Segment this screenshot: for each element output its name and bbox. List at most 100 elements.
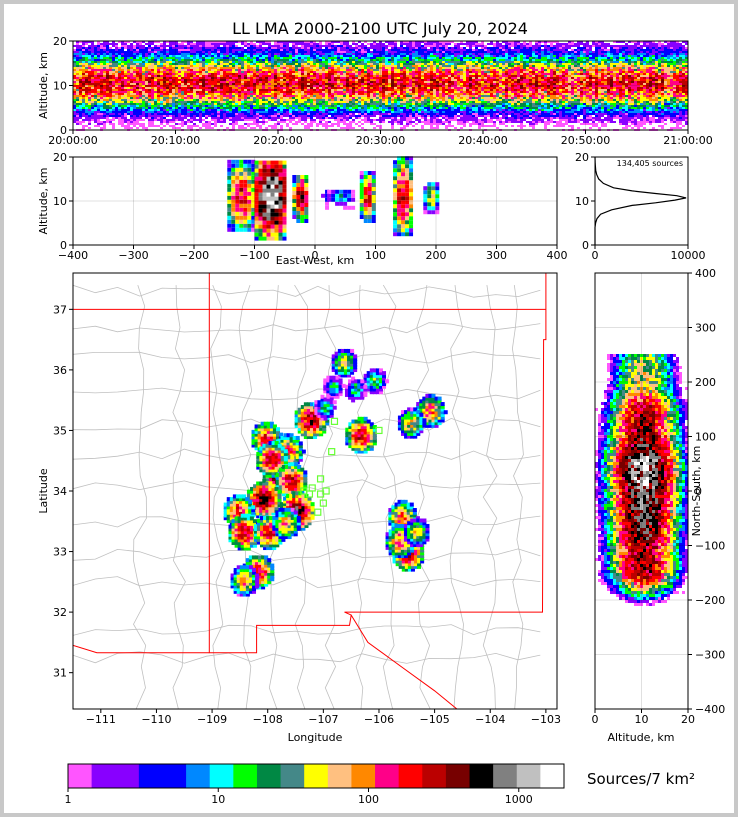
time-height-cell [76,53,79,55]
time-height-cell [376,45,379,47]
time-height-cell [292,59,295,61]
time-height-cell [121,107,124,109]
time-height-cell [235,79,238,81]
time-height-cell [151,65,154,67]
time-height-cell [397,65,400,67]
time-height-cell [145,51,148,53]
time-height-cell [268,59,271,61]
time-height-cell [370,79,373,81]
time-height-cell [169,83,172,85]
time-height-cell [91,61,94,63]
time-height-cell [145,75,148,77]
time-height-cell [265,83,268,85]
time-height-cell [214,93,217,95]
time-height-cell [223,43,226,45]
time-height-cell [100,69,103,71]
time-height-cell [187,119,190,121]
time-height-cell [232,109,235,111]
time-height-cell [166,103,169,105]
time-height-cell [160,69,163,71]
time-height-cell [367,89,370,91]
time-height-cell [85,89,88,91]
time-height-cell [148,51,151,53]
time-height-cell [325,89,328,91]
time-height-cell [235,49,238,51]
time-height-cell [364,63,367,65]
time-height-cell [73,111,76,113]
time-height-cell [238,67,241,69]
time-height-cell [172,113,175,115]
time-height-cell [316,123,319,125]
time-height-cell [316,89,319,91]
time-height-cell [175,47,178,49]
time-height-cell [154,73,157,75]
time-height-cell [298,111,301,113]
time-height-cell [115,103,118,105]
time-height-cell [223,97,226,99]
time-height-cell [409,109,412,111]
time-height-cell [223,53,226,55]
time-height-cell [181,99,184,101]
time-height-cell [295,95,298,97]
time-height-cell [385,99,388,101]
time-height-cell [106,47,109,49]
time-height-cell [247,43,250,45]
time-height-cell [76,41,79,43]
time-height-cell [388,105,391,107]
time-height-cell [391,109,394,111]
time-height-cell [136,41,139,43]
time-height-cell [382,83,385,85]
time-height-cell [376,55,379,57]
time-height-cell [346,83,349,85]
time-height-cell [211,47,214,49]
time-height-cell [202,95,205,97]
time-height-cell [226,81,229,83]
time-height-cell [73,73,76,75]
time-height-cell [196,65,199,67]
time-height-cell [340,87,343,89]
time-height-cell [220,61,223,63]
time-height-cell [415,65,418,67]
time-height-cell [97,85,100,87]
time-height-cell [148,111,151,113]
time-height-cell [346,75,349,77]
time-height-cell [226,79,229,81]
time-height-cell [286,45,289,47]
time-height-cell [289,113,292,115]
time-height-cell [364,47,367,49]
time-height-cell [415,83,418,85]
time-height-cell [391,79,394,81]
time-height-cell [73,65,76,67]
time-height-cell [226,77,229,79]
time-height-cell [337,91,340,93]
time-height-cell [373,93,376,95]
time-height-cell [148,87,151,89]
time-height-cell [364,71,367,73]
time-height-cell [163,79,166,81]
time-height-cell [340,81,343,83]
time-height-cell [85,125,88,127]
time-height-cell [424,63,427,65]
time-height-cell [76,93,79,95]
time-height-cell [193,67,196,69]
time-height-cell [106,101,109,103]
time-height-cell [394,115,397,117]
time-height-cell [259,51,262,53]
time-height-cell [136,115,139,117]
time-height-cell [256,45,259,47]
time-height-cell [139,73,142,75]
time-height-cell [139,113,142,115]
time-height-cell [385,117,388,119]
time-height-cell [157,107,160,109]
time-height-cell [154,115,157,117]
time-height-cell [73,99,76,101]
time-height-cell [280,111,283,113]
time-height-cell [211,77,214,79]
time-height-cell [349,91,352,93]
time-height-cell [322,101,325,103]
time-height-cell [286,109,289,111]
time-height-cell [292,105,295,107]
time-height-cell [124,91,127,93]
time-height-cell [319,105,322,107]
time-height-cell [346,93,349,95]
